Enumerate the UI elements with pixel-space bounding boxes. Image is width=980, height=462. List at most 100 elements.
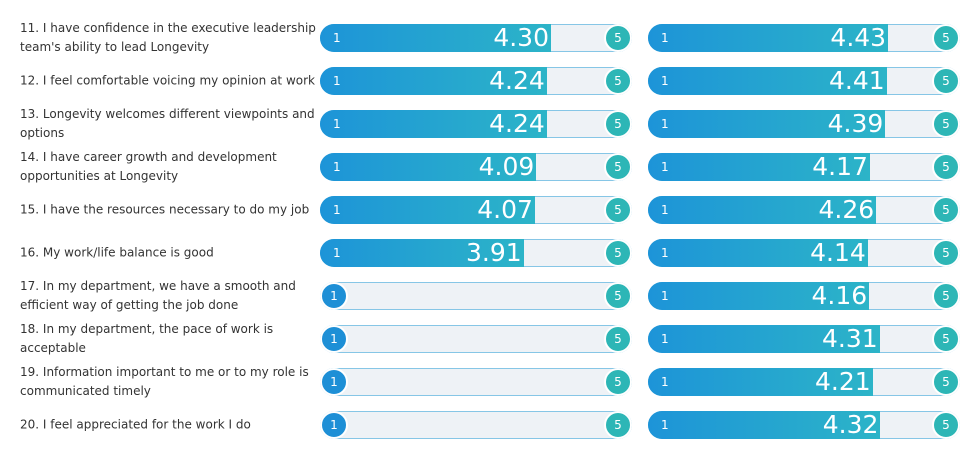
score-bar: 4.39 [648,109,886,138]
score-bar: 4.17 [648,153,870,181]
score-bar: 4.26 [648,195,877,224]
score-value: 4.16 [811,281,868,310]
score-track: 4.39 1 5 [648,110,960,138]
question-label: 14. I have career growth and development… [20,150,277,183]
scale-min: 1 [661,31,669,45]
scale-max: 5 [604,67,632,95]
score-bar: 4.24 [320,110,547,138]
score-bar: 4.30 [320,24,551,52]
score-bar: 4.41 [648,67,887,95]
score-track: 4.17 1 5 [648,153,960,181]
scale-max: 5 [604,24,632,52]
scale-min: 1 [661,332,669,346]
scale-max: 5 [932,24,960,52]
scale-max: 5 [604,153,632,181]
scale-max: 5 [604,196,632,224]
scale-max: 5 [932,325,960,353]
score-value: 4.17 [812,152,868,181]
scale-min: 1 [661,418,669,432]
score-bar: 4.32 [648,410,881,439]
question-label: 11. I have confidence in the executive l… [20,21,316,54]
scale-min: 1 [320,282,348,310]
question-label: 13. Longevity welcomes different viewpoi… [20,107,315,140]
scale-max: 5 [932,282,960,310]
question-label: 12. I feel comfortable voicing my opinio… [20,73,315,88]
scale-min: 1 [320,325,348,353]
scale-max: 5 [604,411,632,439]
score-value: 4.32 [822,410,879,439]
scale-max: 5 [932,196,960,224]
question-label: 16. My work/life balance is good [20,245,214,260]
score-bar: 3.91 [320,239,524,267]
score-value: 4.24 [489,109,545,138]
scale-min: 1 [661,246,669,260]
score-bar: 4.09 [320,152,537,181]
score-track: 4.26 1 5 [648,196,960,224]
score-track: 3.91 1 5 [320,239,632,267]
scale-min: 1 [333,203,341,217]
scale-max: 5 [604,325,632,353]
score-value: 4.43 [830,23,887,52]
score-value: 4.24 [489,66,545,95]
score-track: 4.31 1 5 [648,325,960,353]
score-bar: 4.07 [320,196,535,224]
score-value: 4.41 [829,66,885,95]
question-label: 19. Information important to me or to my… [20,365,309,398]
scale-min: 1 [333,160,341,174]
score-value: 4.39 [827,109,884,138]
scale-max: 5 [604,239,632,267]
score-track: 4.16 1 5 [648,282,960,310]
score-bar: 4.24 [320,67,547,95]
score-track: 4.24 1 5 [320,110,632,138]
scale-max: 5 [932,110,960,138]
score-value: 4.14 [810,238,866,267]
score-value: 4.30 [493,23,549,52]
scale-max: 5 [932,153,960,181]
score-track: 4.41 1 5 [648,67,960,95]
scale-min: 1 [333,246,341,260]
scale-min: 1 [320,368,348,396]
question-label: 17. In my department, we have a smooth a… [20,279,296,312]
question-label: 15. I have the resources necessary to do… [20,202,310,217]
scale-min: 1 [333,31,341,45]
scale-min: 1 [661,289,669,303]
scale-min: 1 [661,117,669,131]
score-track: 4.14 1 5 [648,239,960,267]
question-label: 18. In my department, the pace of work i… [20,322,274,355]
score-track: 4.43 1 5 [648,24,960,52]
score-track: 4.07 1 5 [320,196,632,224]
scale-min: 1 [661,203,669,217]
scale-min: 1 [661,160,669,174]
score-track: 4.09 1 5 [320,153,632,181]
scale-min: 1 [320,411,348,439]
score-track: 4.32 1 5 [648,411,960,439]
score-value: 4.09 [478,152,535,181]
scale-min: 1 [333,117,341,131]
scale-max: 5 [604,282,632,310]
scale-max: 5 [932,411,960,439]
score-value: 4.31 [822,324,878,353]
score-bar: 4.16 [648,281,870,310]
scale-max: 5 [932,368,960,396]
score-value: 4.07 [477,195,533,224]
question-label: 20. I feel appreciated for the work I do [20,417,251,432]
scale-max: 5 [604,110,632,138]
score-bar: 4.21 [648,368,873,396]
score-value: 4.21 [815,367,871,396]
scale-max: 5 [604,368,632,396]
scale-min: 1 [661,375,669,389]
score-track: 4.30 1 5 [320,24,632,52]
scale-max: 5 [932,239,960,267]
score-bar: 4.31 [648,325,880,353]
scale-max: 5 [932,67,960,95]
score-value: 3.91 [466,238,522,267]
scale-min: 1 [661,74,669,88]
score-value: 4.26 [818,195,875,224]
score-track: 4.21 1 5 [648,368,960,396]
score-bar: 4.14 [648,239,868,267]
